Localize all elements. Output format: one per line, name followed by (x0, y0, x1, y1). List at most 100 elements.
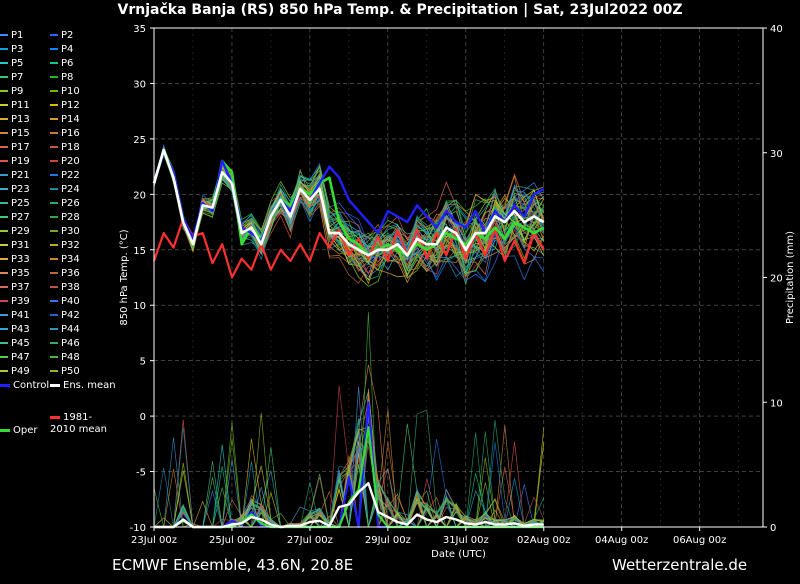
legend-label: P29 (11, 226, 30, 237)
legend-label: Oper (13, 425, 38, 436)
y-tick-label: 0 (140, 412, 146, 423)
y-axis-label: 850 hPa Temp. (°C) (119, 229, 130, 325)
legend-item-p16: P16 (50, 128, 80, 140)
legend-label: P22 (61, 170, 80, 181)
legend-item-p27: P27 (0, 212, 30, 224)
legend-item-ens-mean: Ens. mean (50, 380, 116, 392)
legend-item-p38: P38 (50, 282, 80, 294)
ens-mean-line (152, 148, 545, 257)
legend-label: P19 (11, 156, 30, 167)
legend-swatch (0, 258, 8, 260)
legend-item-p14: P14 (50, 114, 80, 126)
legend-swatch (0, 34, 8, 36)
y-tick-label: 35 (133, 24, 146, 35)
legend-label: P38 (61, 282, 80, 293)
legend-item-p10: P10 (50, 86, 80, 98)
legend-swatch (0, 160, 8, 162)
legend-label: P9 (11, 86, 24, 97)
legend-item-p22: P22 (50, 170, 80, 182)
legend-swatch (50, 314, 58, 316)
legend-item-p35: P35 (0, 268, 30, 280)
legend-swatch (0, 272, 8, 274)
footer-credit: Wetterzentrale.de (612, 556, 748, 574)
legend-label: P49 (11, 366, 30, 377)
legend-item-p9: P9 (0, 86, 23, 98)
legend-label: P37 (11, 282, 30, 293)
legend-swatch (0, 328, 8, 330)
legend-item-p11: P11 (0, 100, 30, 112)
legend-label: P44 (61, 324, 80, 335)
chart-title: Vrnjačka Banja (RS) 850 hPa Temp. & Prec… (117, 2, 683, 18)
legend-item-p41: P41 (0, 310, 30, 322)
legend-swatch (0, 370, 8, 372)
legend-swatch (50, 383, 60, 387)
legend-swatch (50, 258, 58, 260)
legend-item-p28: P28 (50, 212, 80, 224)
legend-label: P1 (11, 30, 24, 41)
x-tick-label: 31Jul 00z (443, 535, 489, 546)
legend-item-p47: P47 (0, 352, 30, 364)
legend-item-p21: P21 (0, 170, 30, 182)
legend-swatch (50, 34, 58, 36)
legend-item-p36: P36 (50, 268, 80, 280)
legend-label: P40 (61, 296, 80, 307)
legend-label: P34 (61, 254, 80, 265)
legend-item-p23: P23 (0, 184, 30, 196)
legend-item-climate-mean: 1981-2010 mean (50, 412, 116, 436)
legend-label: P2 (61, 30, 74, 41)
legend-swatch (50, 132, 58, 134)
legend-label: P6 (61, 58, 74, 69)
legend-item-p29: P29 (0, 226, 30, 238)
legend-label: P16 (61, 128, 80, 139)
grid (153, 27, 763, 528)
x-tick-label: 04Aug 00z (595, 535, 648, 546)
y2-tick-label: 0 (770, 523, 776, 534)
legend-label: P11 (11, 100, 30, 111)
legend-item-p32: P32 (50, 240, 80, 252)
legend-label: Ens. mean (63, 380, 116, 391)
legend-item-p50: P50 (50, 366, 80, 378)
legend-swatch (0, 286, 8, 288)
legend-swatch (0, 314, 8, 316)
legend-swatch (50, 272, 58, 274)
legend-label: P7 (11, 72, 24, 83)
legend-label: P25 (11, 198, 30, 209)
legend-label: P4 (61, 44, 74, 55)
y-tick-label: -10 (130, 523, 146, 534)
legend-swatch (0, 428, 10, 432)
legend-swatch (50, 342, 58, 344)
legend-item-p5: P5 (0, 58, 23, 70)
legend-swatch (50, 328, 58, 330)
legend-item-p46: P46 (50, 338, 80, 350)
legend-swatch (50, 216, 58, 218)
legend-swatch (50, 415, 60, 419)
legend-item-p39: P39 (0, 296, 30, 308)
legend-item-p12: P12 (50, 100, 80, 112)
legend-item-p25: P25 (0, 198, 30, 210)
legend-item-p24: P24 (50, 184, 80, 196)
legend-label: P27 (11, 212, 30, 223)
legend-label: P43 (11, 324, 30, 335)
legend-item-p2: P2 (50, 30, 73, 42)
legend-swatch (0, 216, 8, 218)
legend-label: P41 (11, 310, 30, 321)
legend-item-p31: P31 (0, 240, 30, 252)
climate-mean-line (152, 217, 545, 279)
y-tick-label: 15 (133, 246, 146, 257)
legend-label: P17 (11, 142, 30, 153)
legend-item-p8: P8 (50, 72, 73, 84)
legend-label: P21 (11, 170, 30, 181)
legend-swatch (50, 286, 58, 288)
legend-item-p15: P15 (0, 128, 30, 140)
legend-label: P26 (61, 198, 80, 209)
legend-label: P3 (11, 44, 24, 55)
plot-frame (153, 27, 764, 528)
legend-swatch (50, 160, 58, 162)
y-tick-label: 20 (133, 190, 146, 201)
legend-label: P15 (11, 128, 30, 139)
legend-label: P39 (11, 296, 30, 307)
legend-swatch (0, 174, 8, 176)
legend-swatch (0, 342, 8, 344)
legend-swatch (0, 230, 8, 232)
